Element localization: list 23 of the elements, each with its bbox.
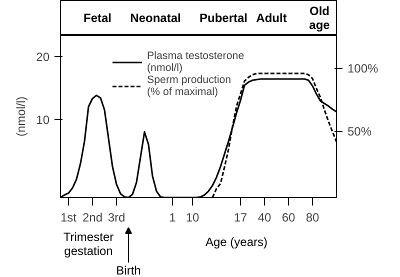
x-axis-title: Age (years): [205, 235, 268, 249]
text: Pubertal: [199, 11, 248, 25]
text: Trimester gestation: [63, 230, 114, 258]
text: Birth: [116, 264, 141, 277]
x-tick-label: 1: [169, 210, 176, 224]
text: Adult: [256, 11, 287, 25]
x-tick-label: 1st: [60, 210, 78, 224]
x-tick-label: 2nd: [82, 210, 103, 224]
x-tick-label: 60: [282, 210, 296, 224]
text: Neonatal: [130, 11, 181, 25]
y2-tick-label: 50%: [348, 124, 372, 139]
legend-label: Plasma testosterone (nmol/l): [147, 50, 244, 74]
text: Old age: [309, 4, 330, 32]
x-tick-label: 40: [258, 210, 272, 224]
x-tick-label: 10: [186, 210, 200, 224]
y-tick-label: 20: [36, 50, 50, 64]
x-tick-label: 3rd: [108, 210, 126, 224]
x-tick-label: 80: [306, 210, 320, 224]
y2-tick-label: 100%: [348, 61, 379, 76]
text: Fetal: [83, 11, 112, 25]
y-axis-title: (nmol/l): [14, 96, 28, 136]
legend-label: Sperm production (% of maximal): [147, 74, 232, 98]
x-tick-label: 17: [234, 210, 248, 224]
